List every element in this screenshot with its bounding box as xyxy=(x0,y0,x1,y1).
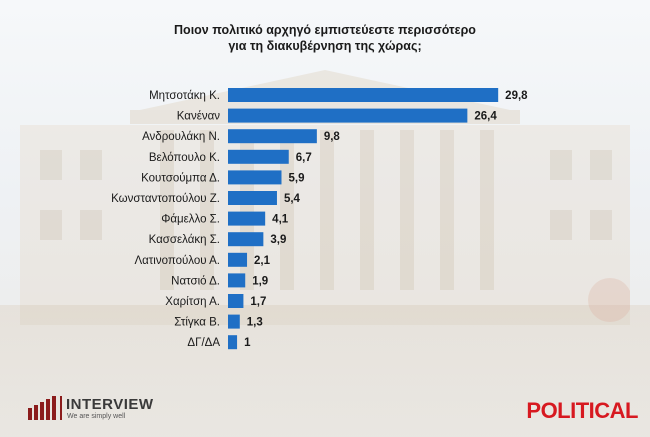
interview-brand-name: INTERVIEW xyxy=(66,396,154,413)
value-label: 1 xyxy=(244,337,251,349)
background-ground xyxy=(0,305,650,437)
category-label: Φάμελλο Σ. xyxy=(161,214,220,226)
category-label: Χαρίτση Α. xyxy=(165,296,220,308)
chart-title-line-2: για τη διακυβέρνηση της χώρας; xyxy=(228,39,422,53)
value-label: 9,8 xyxy=(324,131,341,143)
interview-logo-mark xyxy=(28,396,62,420)
bar xyxy=(228,129,317,144)
political-logo: POLITICAL xyxy=(526,398,638,423)
interview-brand-tagline: We are simply well xyxy=(67,413,126,420)
value-label: 29,8 xyxy=(505,90,528,102)
chart-title-line-1: Ποιον πολιτικό αρχηγό εμπιστεύεστε περισ… xyxy=(174,23,476,37)
bar xyxy=(228,149,289,164)
value-label: 1,9 xyxy=(252,275,268,287)
category-label: Στίγκα Β. xyxy=(174,317,220,329)
category-label: Βελόπουλο Κ. xyxy=(149,152,220,164)
bar xyxy=(228,335,238,350)
value-label: 3,9 xyxy=(270,234,286,246)
category-label: Κωνσταντοπούλου Ζ. xyxy=(111,193,220,205)
value-label: 26,4 xyxy=(474,111,497,123)
value-label: 5,4 xyxy=(284,193,301,205)
value-label: 4,1 xyxy=(272,214,289,226)
category-label: ΔΓ/ΔΑ xyxy=(187,337,220,349)
category-label: Μητσοτάκη Κ. xyxy=(149,90,220,102)
bar xyxy=(228,232,264,247)
bar xyxy=(228,273,246,288)
bar xyxy=(228,88,499,102)
parliament-background-image xyxy=(20,70,630,325)
value-label: 1,3 xyxy=(247,317,263,329)
value-label: 2,1 xyxy=(254,255,271,267)
bar xyxy=(228,191,277,205)
category-label: Κουτσούμπα Δ. xyxy=(141,172,220,184)
value-label: 6,7 xyxy=(296,152,312,164)
bar xyxy=(228,211,266,226)
bar xyxy=(228,108,468,123)
bar xyxy=(228,170,282,185)
bar xyxy=(228,252,248,267)
value-label: 1,7 xyxy=(250,296,266,308)
category-label: Ανδρουλάκη Ν. xyxy=(142,131,220,143)
category-label: Κασσελάκη Σ. xyxy=(149,234,220,246)
category-label: Νατσιό Δ. xyxy=(171,275,220,287)
bar xyxy=(228,294,244,308)
value-label: 5,9 xyxy=(288,172,304,184)
category-label: Λατινοπούλου Α. xyxy=(134,255,220,267)
chart-title: Ποιον πολιτικό αρχηγό εμπιστεύεστε περισ… xyxy=(0,22,650,54)
bar xyxy=(228,314,240,329)
category-label: Κανέναν xyxy=(177,111,220,123)
